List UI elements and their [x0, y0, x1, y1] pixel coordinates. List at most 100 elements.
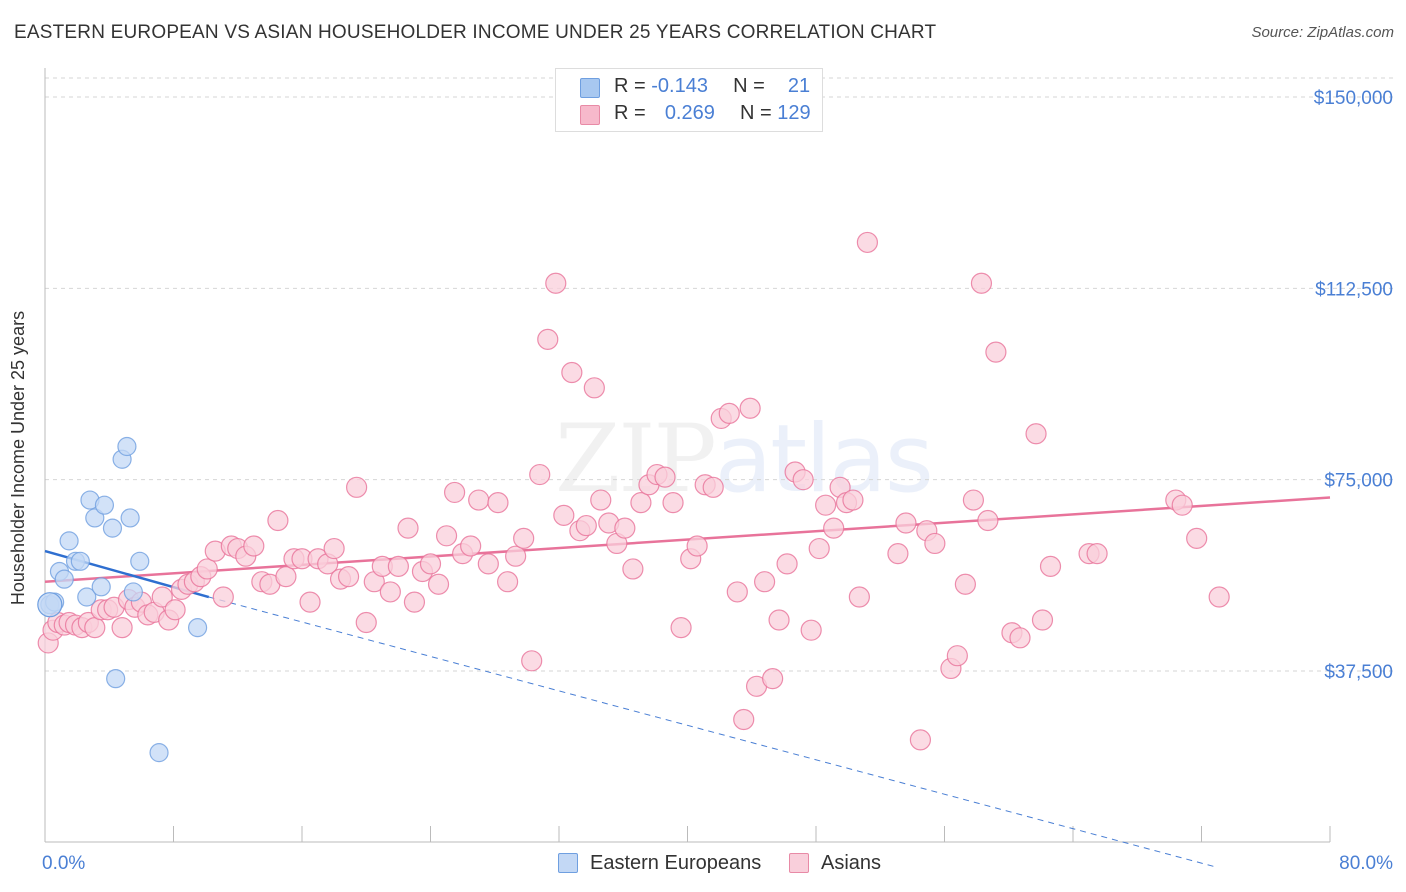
asian-point — [505, 545, 527, 567]
asian-point — [521, 650, 543, 672]
asian-point — [590, 489, 612, 511]
grid-lines — [45, 77, 1395, 672]
y-tick-label: $112,500 — [1315, 279, 1393, 300]
asian-point — [164, 599, 186, 621]
r-value: -0.143 — [651, 75, 708, 97]
asian-point — [1031, 609, 1054, 631]
asian-point — [1039, 555, 1062, 578]
eastern-european-point — [120, 508, 140, 528]
asian-point — [529, 463, 551, 486]
r-label: R = — [614, 75, 646, 97]
n-label: N = — [733, 75, 765, 97]
asian-point — [670, 617, 692, 639]
asian-point — [419, 553, 442, 575]
asian-point — [762, 668, 784, 690]
asian-point — [800, 619, 822, 641]
tick-labels: $37,500 $75,000 $112,500 $150,000 0.0% 80.0% — [42, 88, 1393, 874]
asian-point — [435, 525, 458, 547]
bottom-legend-label: Eastern Europeans — [590, 852, 762, 874]
asian-point — [403, 591, 426, 613]
asian-point — [397, 517, 419, 539]
eastern-european-point — [54, 569, 74, 589]
asian-point — [924, 532, 946, 555]
asian-point — [726, 581, 748, 603]
asian-point — [513, 527, 535, 549]
asian-point — [733, 708, 755, 731]
asian-point — [977, 509, 999, 532]
asian-point — [111, 617, 133, 639]
asian-point — [355, 611, 377, 634]
eastern-european-point — [85, 508, 105, 528]
eastern-european-point — [91, 577, 111, 597]
asian-point — [954, 573, 976, 595]
axes — [44, 68, 1331, 843]
asian-point — [337, 566, 360, 588]
eastern-european-point — [94, 495, 115, 515]
bottom-legend-label: Asians — [821, 852, 882, 874]
asian-point — [614, 517, 636, 539]
y-tick-label: $37,500 — [1324, 662, 1393, 683]
asian-point — [487, 492, 509, 514]
asian-point — [985, 341, 1007, 363]
n-value: 21 — [787, 75, 811, 97]
asian-point — [946, 645, 968, 667]
bottom-legend-swatch — [558, 853, 578, 873]
y-axis-label: Householder Income Under 25 years — [8, 310, 28, 606]
stats-legend: R = -0.143 N = 21 R = 0.269 N = 129 — [555, 68, 823, 132]
asian-point — [443, 481, 466, 504]
asian-point — [887, 543, 909, 565]
asian-point — [1086, 543, 1108, 565]
asian-point — [895, 512, 917, 534]
asian-point — [776, 553, 798, 575]
asian-point — [561, 361, 583, 384]
asian-point — [243, 535, 265, 557]
n-value: 129 — [777, 102, 811, 124]
eastern-european-point — [123, 582, 143, 602]
eastern-european-point — [149, 743, 169, 763]
asian-point — [212, 586, 234, 608]
chart-source: Source: ZipAtlas.com — [1251, 24, 1394, 41]
y-tick-label: $75,000 — [1324, 471, 1393, 492]
asian-point — [630, 492, 652, 514]
asian-point — [909, 729, 932, 751]
asian-point — [267, 509, 289, 532]
legend-swatch-eastern-europeans — [580, 78, 600, 98]
asian-point — [662, 492, 684, 514]
asian-point — [545, 272, 567, 294]
eastern-european-trend-extension — [208, 596, 1218, 868]
x-tick-label: 0.0% — [42, 853, 85, 874]
asian-point — [379, 581, 401, 603]
asian-point — [537, 328, 559, 350]
asian-point — [468, 489, 490, 511]
asian-point — [196, 558, 218, 580]
asian-point — [622, 558, 644, 580]
eastern-european-point — [70, 551, 90, 571]
bottom-legend-swatch — [789, 853, 809, 873]
eastern-european-point — [117, 436, 137, 457]
asian-point — [575, 514, 597, 537]
asian-point — [275, 566, 297, 588]
eastern-european-point — [106, 669, 126, 689]
asian-point — [346, 476, 368, 498]
asian-point — [815, 494, 837, 516]
asian-point — [1009, 627, 1031, 649]
chart-title: EASTERN EUROPEAN VS ASIAN HOUSEHOLDER IN… — [14, 22, 937, 43]
asian-point — [477, 553, 499, 575]
asian-point — [1025, 423, 1047, 445]
legend-row-text: R = -0.143 N = 21 — [614, 75, 810, 98]
asian-point — [460, 535, 482, 557]
asian-point — [848, 586, 870, 608]
asian-point — [427, 573, 450, 595]
asian-point — [553, 504, 575, 526]
asian-point — [792, 469, 814, 491]
asian-point — [1208, 586, 1230, 608]
asian-point — [84, 617, 106, 639]
legend-swatch-asians — [580, 105, 600, 125]
asian-point — [962, 489, 985, 511]
y-tick-label: $150,000 — [1314, 88, 1393, 109]
asian-point — [497, 571, 519, 593]
r-label: R = — [614, 102, 646, 124]
asian-point — [808, 537, 830, 560]
asian-trend-line — [44, 496, 1331, 583]
asian-point — [151, 586, 173, 608]
